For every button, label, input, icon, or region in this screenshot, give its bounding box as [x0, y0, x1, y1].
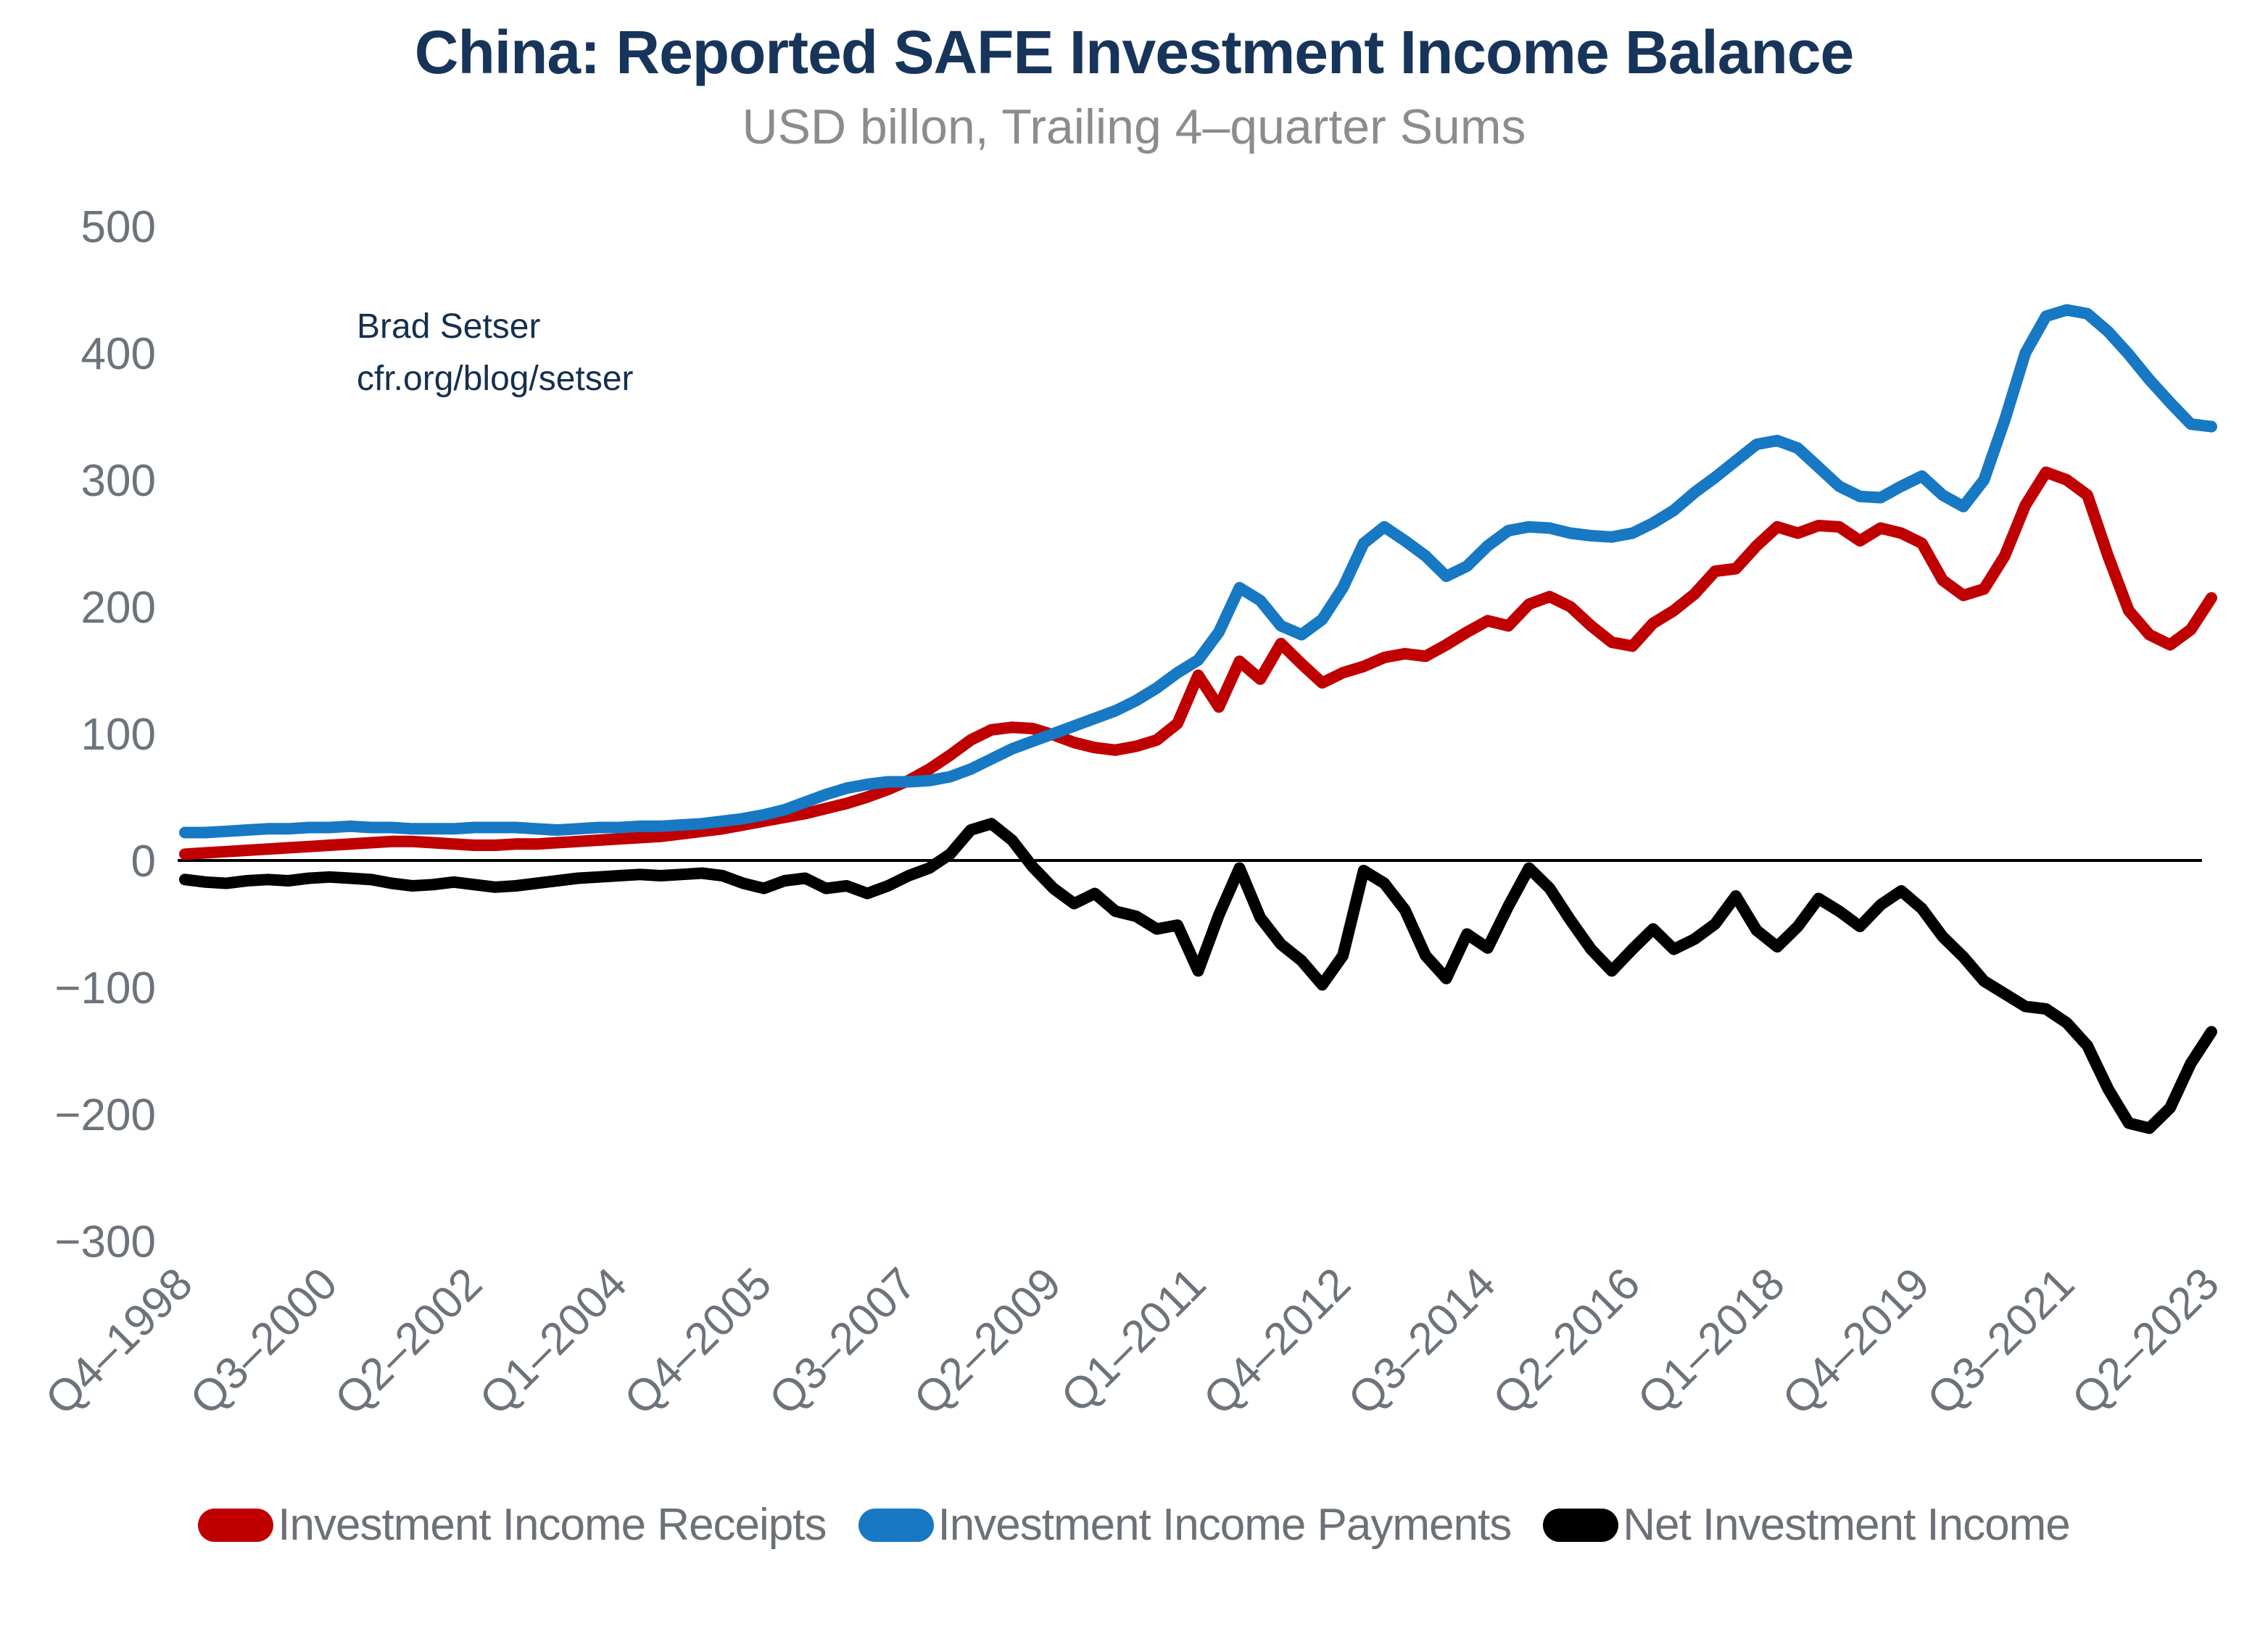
- y-tick-label: 500: [81, 202, 156, 252]
- chart-subtitle: USD billon, Trailing 4–quarter Sums: [742, 99, 1526, 154]
- legend-item-payments: Investment Income Payments: [858, 1499, 1512, 1551]
- y-tick-label: −100: [54, 963, 156, 1013]
- x-tick-label: Q2–2016: [1483, 1258, 1650, 1424]
- x-tick-label: Q3–2014: [1338, 1258, 1505, 1424]
- series-line-investment-income-payments: [179, 304, 2217, 839]
- x-tick-label: Q4–2012: [1194, 1258, 1360, 1424]
- legend-label-payments: Investment Income Payments: [938, 1500, 1512, 1550]
- annotation-url: cfr.org/blog/setser: [357, 360, 634, 398]
- y-tick-label: 300: [81, 456, 156, 506]
- legend-item-receipts: Investment Income Receipts: [198, 1499, 827, 1551]
- x-tick-label: Q2–2002: [326, 1258, 492, 1424]
- series-line-net-investment-income: [179, 818, 2217, 1134]
- legend-swatch-receipts: [198, 1508, 274, 1542]
- legend-label-receipts: Investment Income Receipts: [278, 1500, 827, 1550]
- legend-item-net: Net Investment Income: [1543, 1499, 2071, 1551]
- legend-label-net: Net Investment Income: [1623, 1500, 2070, 1550]
- legend-swatch-payments: [858, 1508, 934, 1542]
- y-tick-label: −200: [54, 1090, 156, 1140]
- x-tick-label: Q4–2005: [615, 1258, 781, 1424]
- chart-title: China: Reported SAFE Investment Income B…: [414, 18, 1854, 86]
- x-tick-label: Q2–2023: [2063, 1258, 2229, 1424]
- y-tick-label: −300: [54, 1217, 156, 1267]
- x-tick-label: Q4–1998: [36, 1258, 202, 1424]
- y-tick-label: 0: [131, 837, 156, 887]
- y-tick-label: 100: [81, 710, 156, 760]
- x-tick-label: Q1–2004: [471, 1258, 637, 1424]
- x-tick-label: Q3–2000: [181, 1258, 347, 1424]
- annotation-author: Brad Setser: [357, 307, 541, 346]
- x-tick-label: Q3–2007: [760, 1258, 926, 1424]
- y-tick-label: 200: [81, 583, 156, 633]
- y-tick-label: 400: [81, 329, 156, 379]
- x-tick-label: Q3–2021: [1918, 1258, 2084, 1424]
- source-annotation: Brad Setser cfr.org/blog/setser: [357, 301, 634, 405]
- series-line-investment-income-receipts: [179, 466, 2217, 860]
- x-tick-label: Q4–2019: [1773, 1258, 1939, 1424]
- x-tick-label: Q1–2011: [1051, 1258, 1215, 1422]
- x-tick-label: Q2–2009: [905, 1258, 1071, 1424]
- legend-swatch-net: [1543, 1508, 1619, 1542]
- chart-legend: Investment Income Receipts Investment In…: [0, 1499, 2268, 1551]
- x-tick-label: Q1–2018: [1628, 1258, 1795, 1424]
